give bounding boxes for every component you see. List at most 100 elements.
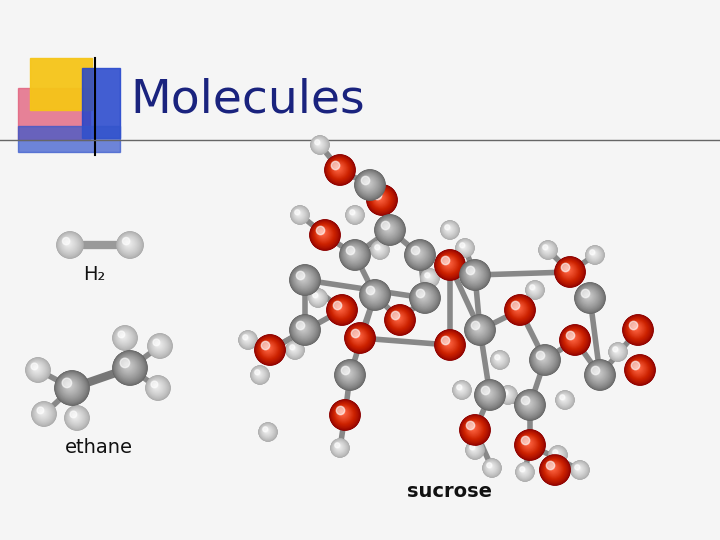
Circle shape	[375, 245, 383, 253]
Circle shape	[446, 342, 449, 344]
Circle shape	[545, 247, 549, 251]
Circle shape	[301, 326, 305, 330]
Circle shape	[472, 448, 475, 450]
Circle shape	[516, 391, 544, 418]
Circle shape	[66, 381, 75, 391]
Circle shape	[464, 264, 485, 285]
Circle shape	[387, 308, 411, 331]
Circle shape	[541, 244, 554, 255]
Circle shape	[336, 361, 364, 389]
Circle shape	[472, 447, 476, 450]
Circle shape	[446, 261, 450, 265]
Circle shape	[588, 248, 601, 261]
Circle shape	[330, 298, 353, 320]
Circle shape	[331, 300, 351, 319]
Circle shape	[333, 441, 346, 454]
Circle shape	[309, 289, 327, 307]
Circle shape	[559, 394, 570, 405]
Circle shape	[614, 348, 620, 354]
Circle shape	[514, 305, 522, 312]
Circle shape	[289, 345, 299, 354]
Circle shape	[636, 366, 641, 370]
Circle shape	[339, 409, 348, 417]
Circle shape	[373, 191, 390, 207]
Circle shape	[534, 349, 554, 369]
Circle shape	[586, 246, 604, 264]
Circle shape	[32, 364, 42, 374]
Circle shape	[384, 224, 393, 233]
Circle shape	[491, 351, 509, 369]
Circle shape	[353, 331, 364, 342]
Circle shape	[454, 382, 469, 397]
Circle shape	[456, 384, 466, 394]
Circle shape	[365, 285, 383, 303]
Circle shape	[624, 316, 651, 343]
Circle shape	[369, 187, 394, 212]
Circle shape	[294, 319, 315, 340]
Circle shape	[291, 206, 309, 224]
Circle shape	[297, 271, 305, 280]
Circle shape	[264, 428, 271, 435]
Circle shape	[623, 315, 653, 345]
Circle shape	[62, 237, 76, 252]
Circle shape	[519, 394, 539, 414]
Circle shape	[338, 446, 340, 448]
Circle shape	[37, 407, 44, 414]
Circle shape	[342, 242, 367, 267]
Circle shape	[544, 460, 564, 479]
Circle shape	[295, 271, 312, 288]
Circle shape	[336, 444, 342, 450]
Circle shape	[460, 243, 469, 252]
Circle shape	[464, 419, 485, 439]
Circle shape	[256, 336, 284, 363]
Circle shape	[421, 269, 439, 287]
Circle shape	[576, 284, 604, 312]
Circle shape	[287, 342, 303, 358]
Circle shape	[559, 261, 580, 282]
Circle shape	[567, 268, 570, 271]
Circle shape	[265, 429, 269, 433]
Circle shape	[523, 438, 533, 448]
Circle shape	[522, 437, 536, 450]
Circle shape	[572, 337, 574, 339]
Circle shape	[256, 335, 284, 364]
Circle shape	[632, 324, 641, 333]
Circle shape	[469, 269, 477, 278]
Circle shape	[254, 369, 265, 380]
Circle shape	[259, 423, 276, 441]
Circle shape	[558, 260, 581, 283]
Circle shape	[566, 331, 582, 347]
Circle shape	[592, 367, 606, 381]
Circle shape	[330, 400, 360, 430]
Circle shape	[557, 259, 582, 284]
Circle shape	[287, 341, 303, 358]
Circle shape	[315, 225, 333, 244]
Circle shape	[593, 368, 603, 379]
Circle shape	[422, 270, 438, 286]
Circle shape	[428, 275, 430, 278]
Circle shape	[298, 323, 308, 334]
Circle shape	[318, 143, 320, 145]
Circle shape	[266, 430, 268, 432]
Circle shape	[615, 349, 618, 353]
Circle shape	[262, 426, 273, 437]
Circle shape	[479, 384, 500, 404]
Circle shape	[445, 225, 454, 233]
Circle shape	[410, 245, 429, 264]
Circle shape	[338, 409, 348, 418]
Circle shape	[60, 234, 79, 254]
Circle shape	[626, 318, 649, 341]
Circle shape	[444, 225, 454, 234]
Circle shape	[113, 352, 147, 384]
Circle shape	[243, 335, 252, 344]
Circle shape	[373, 243, 386, 256]
Circle shape	[578, 286, 601, 309]
Circle shape	[440, 255, 459, 273]
Circle shape	[311, 292, 324, 304]
Circle shape	[294, 209, 305, 220]
Circle shape	[315, 140, 324, 149]
Circle shape	[348, 248, 359, 259]
Circle shape	[584, 292, 593, 301]
Circle shape	[459, 387, 462, 390]
Circle shape	[561, 263, 577, 279]
